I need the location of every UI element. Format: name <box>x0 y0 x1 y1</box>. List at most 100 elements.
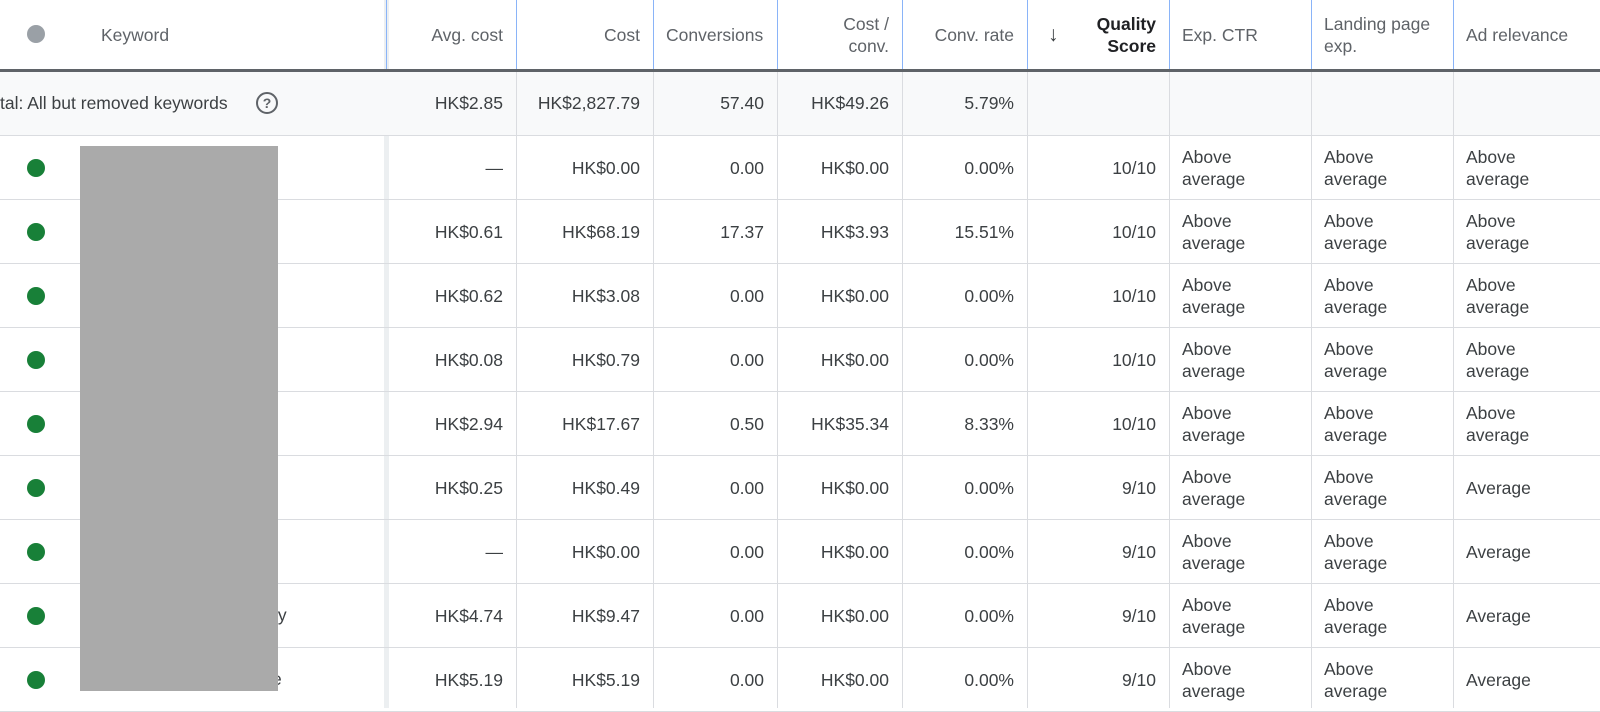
status-enabled-icon[interactable] <box>27 671 45 689</box>
header-cost-per-conv-line1: Cost / <box>843 14 889 34</box>
conv-rate-cell: 0.00% <box>964 349 1014 370</box>
cost-cell: HK$68.19 <box>562 221 640 242</box>
status-enabled-icon[interactable] <box>27 415 45 433</box>
exp-ctr-cell: Above average <box>1182 467 1246 509</box>
ad-relevance-cell: Above average <box>1466 403 1530 445</box>
avg-cost-cell: HK$2.94 <box>434 413 503 434</box>
header-divider <box>902 0 903 70</box>
cost-cell: HK$3.08 <box>571 285 640 306</box>
conv-rate-cell: 15.51% <box>954 221 1014 242</box>
status-enabled-icon[interactable] <box>27 543 45 561</box>
header-bottom-border <box>0 69 1600 72</box>
column-divider <box>1453 72 1454 708</box>
avg-cost-cell: HK$0.61 <box>434 221 503 242</box>
cost-cell: HK$0.79 <box>571 349 640 370</box>
row-divider <box>0 327 1600 328</box>
conv-rate-cell: 0.00% <box>964 669 1014 690</box>
status-enabled-icon[interactable] <box>27 287 45 305</box>
header-quality-score[interactable]: Quality Score <box>1072 0 1169 70</box>
landing-page-cell: Above average <box>1324 147 1388 189</box>
status-enabled-icon[interactable] <box>27 479 45 497</box>
total-label: tal: All but removed keywords <box>0 93 228 113</box>
status-enabled-icon[interactable] <box>27 351 45 369</box>
header-divider <box>1169 0 1170 70</box>
cost-per-conv-cell: HK$0.00 <box>820 285 889 306</box>
sort-descending-icon[interactable]: ↓ <box>1048 23 1059 46</box>
status-enabled-icon[interactable] <box>27 223 45 241</box>
status-header-icon[interactable] <box>27 25 45 43</box>
cost-per-conv-cell: HK$0.00 <box>820 541 889 562</box>
header-divider <box>386 0 387 70</box>
conv-rate-cell: 0.00% <box>964 477 1014 498</box>
header-quality-score-line1: Quality <box>1096 14 1156 34</box>
header-keyword[interactable]: Keyword <box>101 24 170 45</box>
help-icon[interactable]: ? <box>256 92 278 114</box>
header-divider <box>777 0 778 70</box>
header-cost[interactable]: Cost <box>604 25 640 45</box>
column-divider <box>1169 72 1170 708</box>
avg-cost-cell: HK$0.25 <box>434 477 503 498</box>
row-divider <box>0 455 1600 456</box>
frozen-column-divider[interactable] <box>384 0 389 708</box>
quality-score-cell: 10/10 <box>1112 349 1156 370</box>
header-cost-per-conv-line2: conv. <box>848 36 889 56</box>
avg-cost-cell: — <box>485 541 504 562</box>
header-divider <box>516 0 517 70</box>
redacted-keywords <box>80 146 278 691</box>
quality-score-cell: 10/10 <box>1112 157 1156 178</box>
header-cost-per-conv[interactable]: Cost / conv. <box>777 0 902 70</box>
exp-ctr-cell: Above average <box>1182 595 1246 637</box>
total-cost-per-conv: HK$49.26 <box>811 93 889 113</box>
cost-per-conv-cell: HK$0.00 <box>820 157 889 178</box>
landing-page-cell: Above average <box>1324 531 1388 573</box>
conversions-cell: 0.50 <box>729 413 764 434</box>
column-divider <box>516 72 517 708</box>
ad-relevance-cell: Above average <box>1466 147 1530 189</box>
header-conv-rate[interactable]: Conv. rate <box>934 25 1014 45</box>
header-ad-relevance[interactable]: Ad relevance <box>1466 24 1569 45</box>
landing-page-cell: Above average <box>1324 659 1388 701</box>
conversions-cell: 0.00 <box>729 669 764 690</box>
header-divider <box>1311 0 1312 70</box>
ad-relevance-cell: Above average <box>1466 339 1530 381</box>
header-conversions[interactable]: Conversions <box>666 24 764 45</box>
landing-page-cell: Above average <box>1324 211 1388 253</box>
column-divider <box>902 72 903 708</box>
status-enabled-icon[interactable] <box>27 607 45 625</box>
row-divider <box>0 199 1600 200</box>
conv-rate-cell: 0.00% <box>964 605 1014 626</box>
row-divider <box>0 519 1600 520</box>
cost-per-conv-cell: HK$35.34 <box>811 413 889 434</box>
quality-score-cell: 9/10 <box>1121 541 1156 562</box>
exp-ctr-cell: Above average <box>1182 531 1246 573</box>
avg-cost-cell: HK$0.62 <box>434 285 503 306</box>
quality-score-cell: 9/10 <box>1121 477 1156 498</box>
landing-page-cell: Above average <box>1324 467 1388 509</box>
header-landing-page-line1: Landing page <box>1324 14 1431 34</box>
header-avg-cost[interactable]: Avg. cost <box>431 25 503 45</box>
exp-ctr-cell: Above average <box>1182 659 1246 701</box>
row-divider <box>0 263 1600 264</box>
ad-relevance-cell: Above average <box>1466 211 1530 253</box>
total-conversions: 57.40 <box>720 93 764 113</box>
column-divider <box>777 72 778 708</box>
ad-relevance-cell: Average <box>1466 478 1531 498</box>
header-quality-score-line2: Score <box>1107 36 1156 56</box>
conversions-cell: 0.00 <box>729 285 764 306</box>
landing-page-cell: Above average <box>1324 339 1388 381</box>
landing-page-cell: Above average <box>1324 595 1388 637</box>
total-avg-cost: HK$2.85 <box>434 93 503 113</box>
landing-page-cell: Above average <box>1324 403 1388 445</box>
conv-rate-cell: 0.00% <box>964 157 1014 178</box>
landing-page-cell: Above average <box>1324 275 1388 317</box>
header-exp-ctr[interactable]: Exp. CTR <box>1182 24 1258 45</box>
exp-ctr-cell: Above average <box>1182 403 1246 445</box>
cost-cell: HK$0.49 <box>571 477 640 498</box>
status-enabled-icon[interactable] <box>27 159 45 177</box>
quality-score-cell: 9/10 <box>1121 669 1156 690</box>
exp-ctr-cell: Above average <box>1182 147 1246 189</box>
header-landing-page-exp[interactable]: Landing page exp. <box>1311 0 1453 70</box>
avg-cost-cell: — <box>485 157 504 178</box>
exp-ctr-cell: Above average <box>1182 339 1246 381</box>
ad-relevance-cell: Above average <box>1466 275 1530 317</box>
